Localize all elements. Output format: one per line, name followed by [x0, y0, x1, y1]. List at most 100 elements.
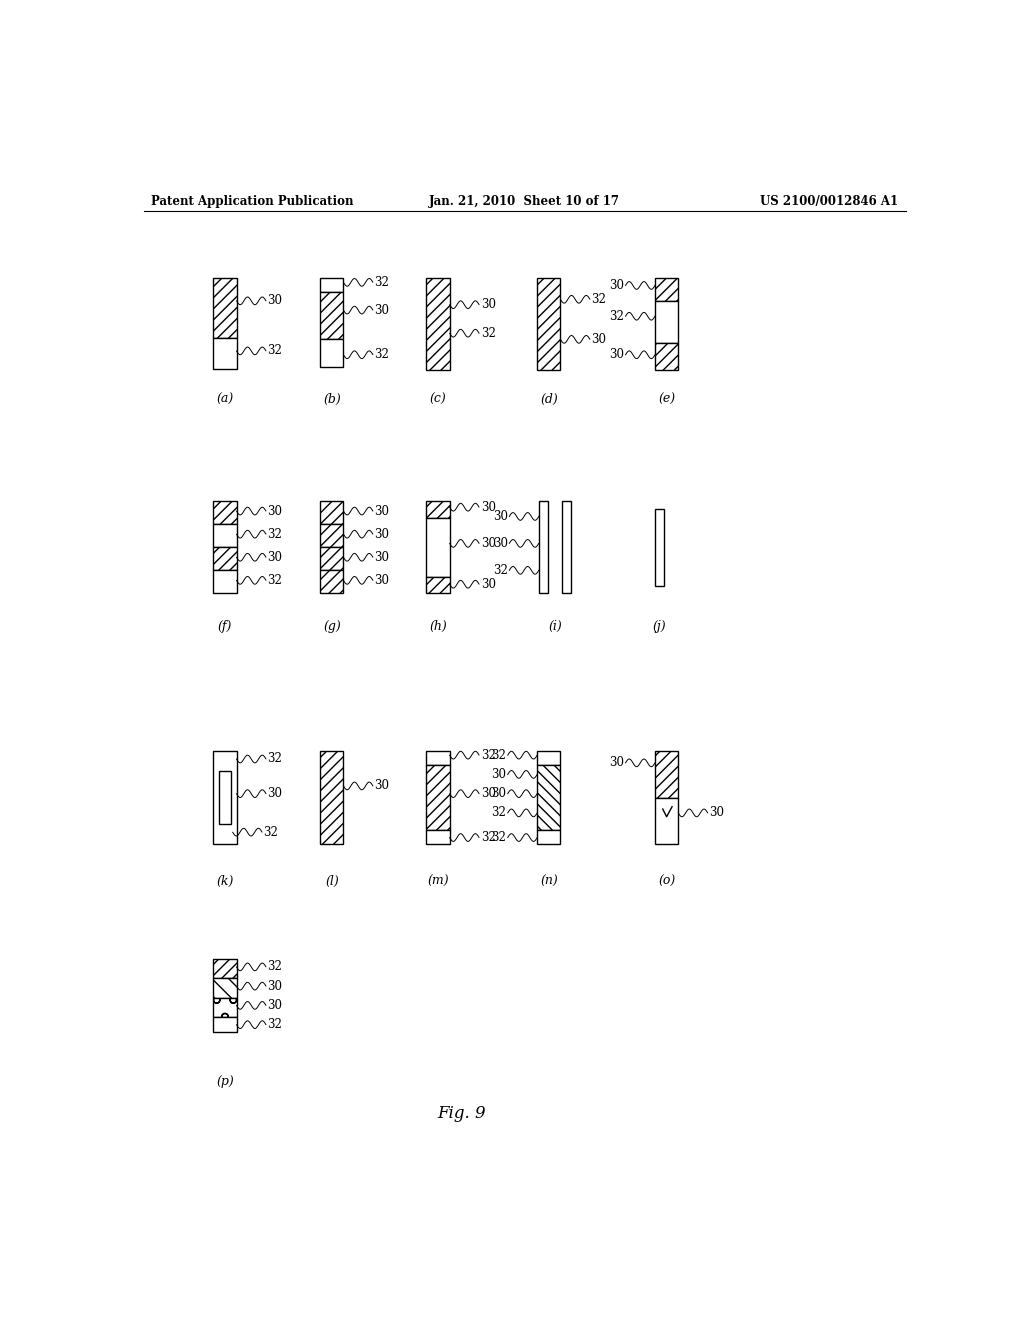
Bar — [321, 502, 343, 524]
Text: 32: 32 — [267, 574, 283, 587]
Text: 32: 32 — [492, 832, 506, 843]
Text: 32: 32 — [263, 825, 279, 838]
Text: (k): (k) — [216, 874, 233, 887]
Bar — [213, 338, 237, 368]
Text: 30: 30 — [493, 537, 508, 550]
Text: 32: 32 — [267, 752, 283, 766]
Bar — [426, 277, 450, 370]
Text: 32: 32 — [267, 1018, 283, 1031]
Bar — [538, 830, 560, 843]
Text: 30: 30 — [375, 574, 389, 587]
Text: 30: 30 — [375, 779, 389, 792]
Text: (o): (o) — [658, 874, 675, 887]
Text: 32: 32 — [267, 961, 283, 973]
Text: 30: 30 — [609, 348, 624, 362]
Bar — [426, 502, 450, 517]
Bar — [213, 998, 237, 1016]
Bar — [321, 292, 343, 339]
Text: 30: 30 — [480, 500, 496, 513]
Text: 30: 30 — [710, 807, 724, 820]
Bar — [213, 1016, 237, 1032]
Bar — [538, 277, 560, 370]
Text: (l): (l) — [325, 874, 339, 887]
Text: (n): (n) — [540, 874, 558, 887]
Bar — [213, 751, 237, 843]
Text: 32: 32 — [480, 748, 496, 762]
Bar — [655, 751, 678, 797]
Bar — [213, 502, 237, 524]
Bar — [655, 277, 678, 301]
Bar — [426, 577, 450, 594]
Text: 30: 30 — [375, 504, 389, 517]
Text: 32: 32 — [480, 832, 496, 843]
Bar — [655, 508, 665, 586]
Text: (b): (b) — [323, 393, 341, 407]
Bar — [655, 343, 678, 370]
Bar — [213, 960, 237, 978]
Text: (c): (c) — [430, 393, 446, 407]
Text: 32: 32 — [480, 326, 496, 339]
Text: 32: 32 — [267, 528, 283, 541]
Text: 30: 30 — [592, 333, 606, 346]
Text: Patent Application Publication: Patent Application Publication — [152, 195, 353, 209]
Bar — [426, 517, 450, 577]
Bar — [538, 751, 560, 766]
Bar — [213, 570, 237, 594]
Text: (g): (g) — [323, 620, 341, 634]
Text: US 2100/0012846 A1: US 2100/0012846 A1 — [760, 195, 898, 209]
Bar — [321, 751, 343, 843]
Bar — [321, 548, 343, 570]
Text: 30: 30 — [375, 304, 389, 317]
Text: 32: 32 — [375, 276, 389, 289]
Bar — [321, 277, 343, 292]
Text: 32: 32 — [609, 310, 624, 323]
Text: 30: 30 — [492, 787, 506, 800]
Bar — [426, 751, 450, 766]
Text: 30: 30 — [267, 504, 283, 517]
Text: (d): (d) — [540, 393, 558, 407]
Bar — [321, 524, 343, 548]
Text: 32: 32 — [267, 345, 283, 358]
Bar — [562, 502, 571, 594]
Text: Fig. 9: Fig. 9 — [437, 1106, 485, 1122]
Bar — [426, 830, 450, 843]
Bar — [539, 502, 548, 594]
Text: (m): (m) — [427, 874, 449, 887]
Text: 32: 32 — [492, 748, 506, 762]
Bar — [321, 570, 343, 594]
Text: 30: 30 — [480, 578, 496, 591]
Text: 30: 30 — [493, 510, 508, 523]
Text: 32: 32 — [492, 807, 506, 820]
Text: (f): (f) — [218, 620, 232, 634]
Text: (j): (j) — [653, 620, 667, 634]
Text: 30: 30 — [375, 528, 389, 541]
Bar — [213, 524, 237, 548]
Bar — [219, 771, 231, 825]
Text: 30: 30 — [267, 979, 283, 993]
Text: (h): (h) — [429, 620, 446, 634]
Text: 32: 32 — [592, 293, 606, 306]
Text: 30: 30 — [480, 537, 496, 550]
Text: (p): (p) — [216, 1074, 233, 1088]
Text: 30: 30 — [480, 787, 496, 800]
Text: 30: 30 — [267, 999, 283, 1012]
Text: 30: 30 — [480, 298, 496, 312]
Text: (a): (a) — [216, 393, 233, 407]
Text: 32: 32 — [375, 348, 389, 362]
Text: 30: 30 — [609, 756, 624, 770]
Text: 30: 30 — [609, 279, 624, 292]
Bar — [321, 339, 343, 367]
Text: (e): (e) — [658, 393, 675, 407]
Text: 30: 30 — [267, 294, 283, 308]
Bar — [213, 548, 237, 570]
Bar — [655, 797, 678, 843]
Text: (i): (i) — [548, 620, 562, 634]
Bar — [538, 766, 560, 830]
Text: 30: 30 — [267, 550, 283, 564]
Text: Jan. 21, 2010  Sheet 10 of 17: Jan. 21, 2010 Sheet 10 of 17 — [429, 195, 621, 209]
Text: 32: 32 — [493, 564, 508, 577]
Text: 30: 30 — [492, 768, 506, 781]
Text: 30: 30 — [375, 550, 389, 564]
Bar — [655, 301, 678, 343]
Text: 30: 30 — [267, 787, 283, 800]
